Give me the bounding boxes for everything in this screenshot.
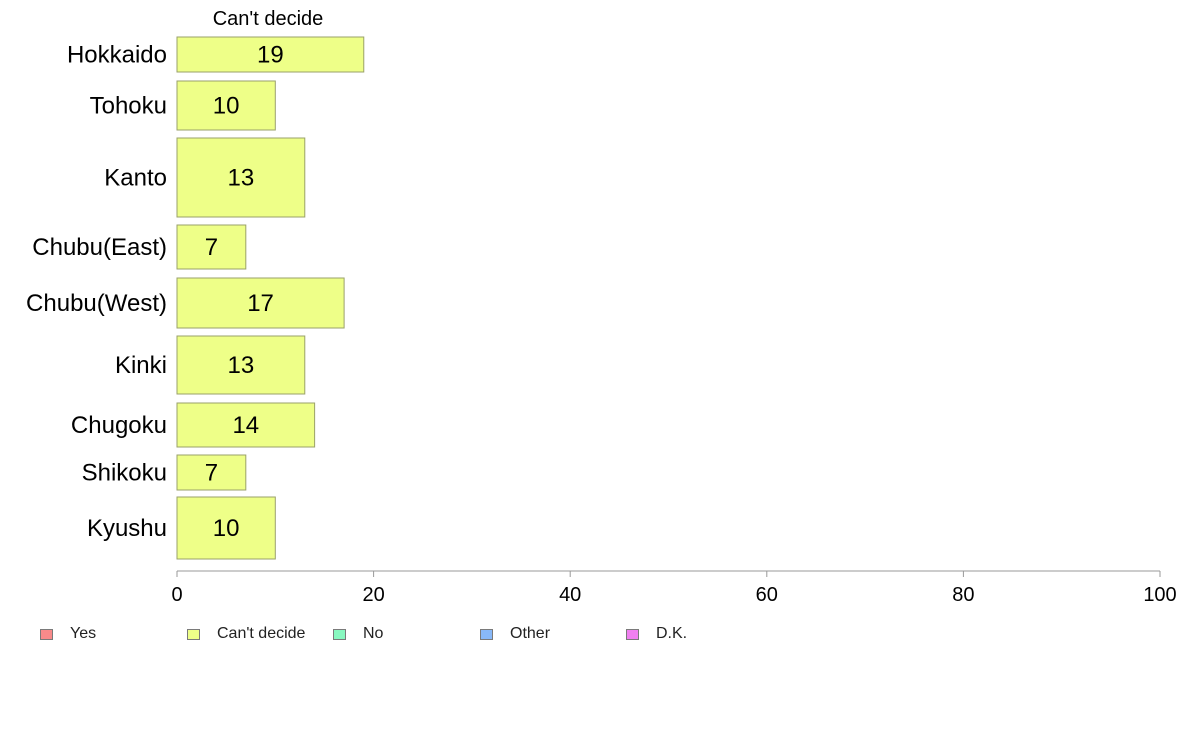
bar-chubu-east <box>176 224 247 270</box>
category-label-chugoku: Chugoku <box>71 412 167 439</box>
category-label-chubu-west: Chubu(West) <box>26 290 167 317</box>
bar-shikoku <box>176 454 247 491</box>
category-label-tohoku: Tohoku <box>90 93 167 120</box>
bar-tohoku <box>176 80 276 131</box>
bar-kyushu <box>176 496 276 560</box>
x-tick-label-100: 100 <box>1143 584 1176 606</box>
data-label-kanto: 13 <box>228 165 255 192</box>
legend-swatch-no <box>333 628 346 640</box>
bar-kanto <box>176 137 306 218</box>
category-label-kyushu: Kyushu <box>87 515 167 542</box>
bar-kinki <box>176 335 306 395</box>
legend-item-yes: Yes <box>40 622 96 646</box>
x-tick-label-0: 0 <box>171 584 182 606</box>
legend-item-no: No <box>333 622 383 646</box>
data-label-hokkaido: 19 <box>257 42 284 69</box>
data-label-chugoku: 14 <box>232 412 259 439</box>
legend: Yes Can't decide No Other D.K. <box>0 622 1188 646</box>
x-tick-label-40: 40 <box>559 584 581 606</box>
data-label-chubu-west: 17 <box>247 290 274 317</box>
bar-chugoku <box>176 402 316 448</box>
legend-label-dk: D.K. <box>656 625 688 642</box>
legend-label-other: Other <box>510 625 551 642</box>
bar-chubu-west <box>176 277 345 329</box>
category-label-kinki: Kinki <box>115 352 167 379</box>
category-label-hokkaido: Hokkaido <box>67 42 167 69</box>
data-label-chubu-east: 7 <box>205 234 218 261</box>
legend-item-other: Other <box>480 622 550 646</box>
category-label-kanto: Kanto <box>104 165 167 192</box>
data-label-shikoku: 7 <box>205 460 218 487</box>
x-tick-label-20: 20 <box>362 584 384 606</box>
category-label-chubu-east: Chubu(East) <box>32 234 167 261</box>
legend-item-dk: D.K. <box>626 622 687 646</box>
legend-swatch-other <box>480 628 493 640</box>
category-label-shikoku: Shikoku <box>82 460 167 487</box>
bar-hokkaido <box>176 36 365 73</box>
data-label-kyushu: 10 <box>213 515 240 542</box>
data-label-tohoku: 10 <box>213 93 240 120</box>
chart-title: Can't decide <box>213 8 324 30</box>
legend-swatch-cant-decide <box>187 628 200 640</box>
data-label-kinki: 13 <box>228 352 255 379</box>
legend-label-yes: Yes <box>70 625 97 642</box>
legend-swatch-dk <box>626 628 639 640</box>
legend-label-cant-decide: Can't decide <box>217 625 306 642</box>
legend-label-no: No <box>363 625 384 642</box>
x-tick-label-80: 80 <box>952 584 974 606</box>
bar-chart: Can't decide Hokkaido 19 Tohoku 10 Kanto 13 Ch… <box>26 8 1177 606</box>
legend-swatch-yes <box>40 628 53 640</box>
x-tick-label-60: 60 <box>756 584 778 606</box>
legend-item-cant-decide: Can't decide <box>187 622 305 646</box>
